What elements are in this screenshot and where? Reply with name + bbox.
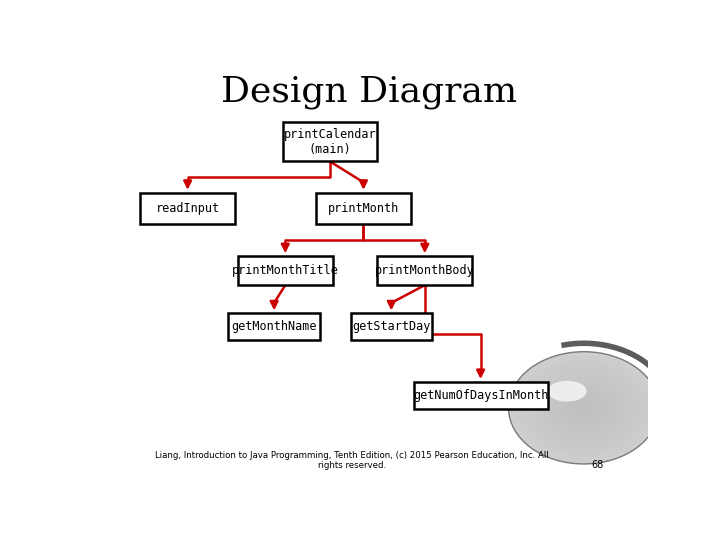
- Bar: [377, 256, 472, 285]
- Circle shape: [573, 400, 595, 416]
- Circle shape: [581, 406, 587, 410]
- Text: printMonthTitle: printMonthTitle: [232, 264, 338, 277]
- Circle shape: [526, 364, 642, 451]
- Text: readInput: readInput: [156, 202, 220, 215]
- Circle shape: [536, 372, 631, 443]
- Circle shape: [541, 376, 627, 440]
- Circle shape: [533, 370, 634, 446]
- Text: 68: 68: [592, 460, 604, 470]
- Circle shape: [577, 403, 590, 413]
- Bar: [351, 313, 432, 340]
- Circle shape: [535, 371, 633, 444]
- Text: printMonthBody: printMonthBody: [375, 264, 474, 277]
- Circle shape: [553, 385, 615, 431]
- Circle shape: [539, 375, 629, 441]
- Circle shape: [547, 380, 621, 435]
- Bar: [228, 313, 320, 340]
- Text: Design Diagram: Design Diagram: [221, 75, 517, 109]
- Circle shape: [558, 388, 610, 427]
- Circle shape: [508, 352, 660, 464]
- Text: Liang, Introduction to Java Programming, Tenth Edition, (c) 2015 Pearson Educati: Liang, Introduction to Java Programming,…: [156, 451, 549, 470]
- Circle shape: [521, 361, 647, 455]
- Circle shape: [549, 381, 619, 434]
- Circle shape: [530, 368, 638, 448]
- Circle shape: [570, 397, 598, 418]
- Circle shape: [550, 383, 618, 433]
- Bar: [316, 193, 411, 224]
- Text: printMonth: printMonth: [328, 202, 399, 215]
- Circle shape: [544, 378, 624, 437]
- Bar: [413, 382, 547, 409]
- Circle shape: [512, 354, 656, 462]
- Circle shape: [538, 374, 630, 442]
- Circle shape: [519, 360, 649, 456]
- Circle shape: [522, 362, 645, 454]
- Circle shape: [576, 402, 592, 414]
- Circle shape: [561, 390, 607, 425]
- Text: printCalendar
(main): printCalendar (main): [284, 128, 377, 156]
- Bar: [238, 256, 333, 285]
- Circle shape: [545, 379, 622, 436]
- Bar: [140, 193, 235, 224]
- Circle shape: [524, 363, 644, 453]
- Circle shape: [556, 387, 611, 428]
- Circle shape: [569, 396, 599, 419]
- Circle shape: [565, 394, 602, 422]
- Circle shape: [531, 369, 636, 447]
- Circle shape: [572, 399, 596, 417]
- Text: getMonthName: getMonthName: [231, 320, 317, 333]
- Circle shape: [508, 352, 660, 464]
- Circle shape: [579, 404, 588, 411]
- Text: getStartDay: getStartDay: [352, 320, 431, 333]
- Circle shape: [542, 377, 626, 439]
- Circle shape: [552, 384, 616, 432]
- Circle shape: [510, 353, 657, 463]
- Circle shape: [575, 401, 593, 415]
- Circle shape: [554, 386, 613, 430]
- Circle shape: [516, 357, 652, 458]
- Circle shape: [513, 355, 654, 461]
- Circle shape: [559, 389, 608, 426]
- Circle shape: [528, 367, 639, 449]
- Ellipse shape: [547, 381, 587, 402]
- Circle shape: [515, 356, 653, 460]
- Bar: [282, 122, 377, 161]
- Circle shape: [518, 359, 650, 457]
- Circle shape: [567, 395, 600, 421]
- Circle shape: [527, 366, 641, 450]
- Text: getNumOfDaysInMonth: getNumOfDaysInMonth: [413, 389, 549, 402]
- Circle shape: [564, 393, 604, 423]
- Circle shape: [582, 407, 585, 409]
- Circle shape: [562, 392, 606, 424]
